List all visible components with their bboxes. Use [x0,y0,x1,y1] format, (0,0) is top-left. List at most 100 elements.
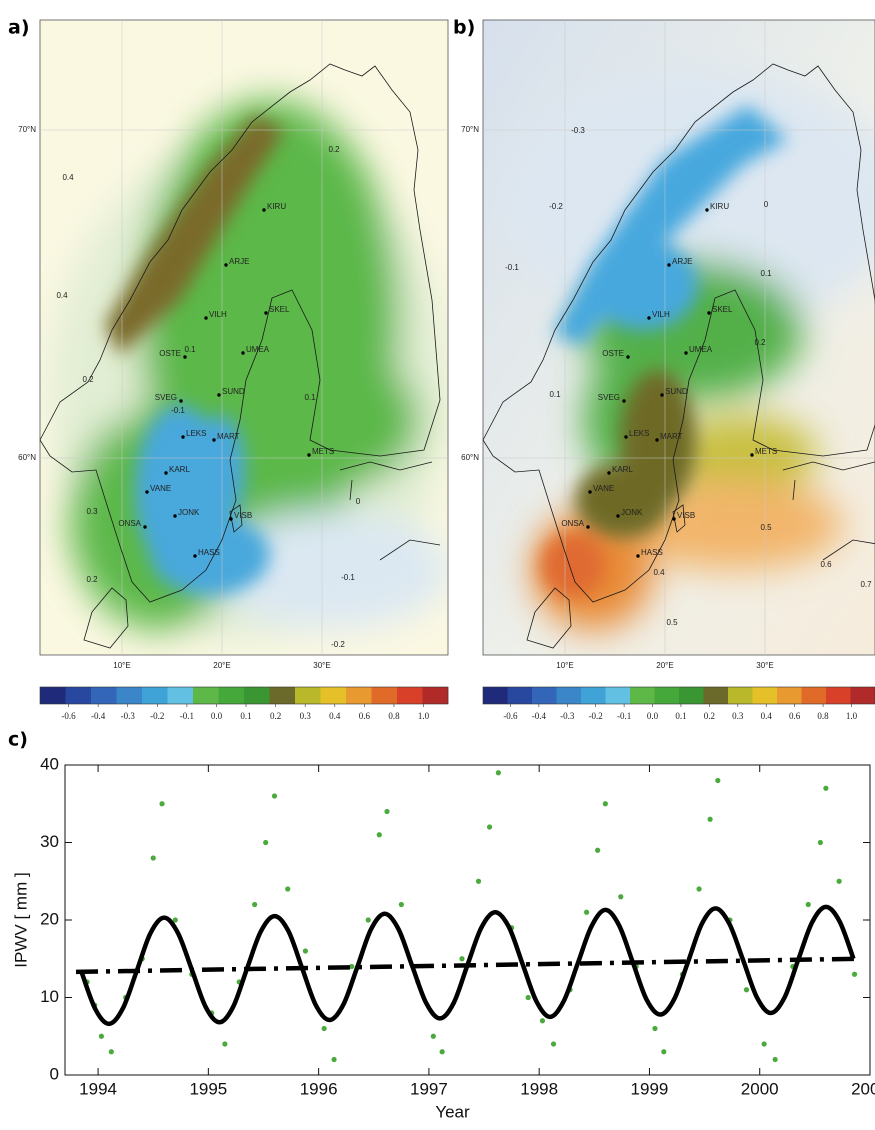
colorbar-frame [39,686,449,705]
colorbar-segment [850,687,875,704]
contour-label: 0.4 [62,173,74,182]
station-label: OSTE [159,349,181,358]
data-point [707,816,713,822]
colorbar-segment [630,687,655,704]
coastline [782,461,875,471]
x-tick-label: 1997 [410,1079,448,1098]
contour-label: 0.2 [328,145,340,154]
colorbar-segment [703,687,729,704]
contour-label: 0.7 [860,580,872,589]
colorbar-tick-label: -0.6 [503,711,518,721]
colorbar-tick-label: 0.0 [647,711,659,721]
data-point [430,1033,436,1039]
station-label: SVEG [155,393,177,402]
colorbar-segment [320,687,347,704]
y-tick-label: 10 [40,987,59,1006]
field [483,20,875,655]
station-label: VANE [150,484,171,493]
station-dot [212,438,216,442]
data-point [851,971,858,977]
station-label: VISB [677,511,695,520]
data-point [459,956,465,962]
y-axis-label: IPWV [ mm ] [11,872,30,967]
colorbar-tick-label: 0.6 [359,711,371,721]
station-dot [705,208,709,212]
colorbar-frame [482,686,875,705]
colorbar-tick-label: -0.6 [61,711,76,721]
station-label: KARL [169,465,190,474]
data-point [805,901,811,908]
data-point [302,948,308,954]
station-label: JONK [621,508,643,517]
contour-label: 0 [356,497,361,506]
colorbar-tick-label: 0.2 [704,711,715,721]
colorbar-tick-label: -0.4 [91,711,106,721]
station-label: UMEA [689,345,713,354]
panel-label: b) [453,17,475,39]
station-dot [229,517,233,521]
colorbar-tick-label: 0.1 [675,711,686,721]
station-label: LEKS [629,429,649,438]
colorbar-tick-label: 0.4 [329,711,341,721]
colorbar-segment [116,687,143,704]
colorbar-segment [483,687,508,704]
coastline [83,587,129,649]
colorbar-tick-label: -0.2 [589,711,603,721]
station-label: SVEG [598,393,620,402]
station-dot [262,208,266,212]
colorbar-tick-label: 1.0 [418,711,430,721]
contour-label: 0.5 [760,523,772,532]
colorbar-segment [605,687,631,704]
colorbar-tick-label: 0.6 [789,711,801,721]
data-point [836,878,842,884]
y-tick-label: 30 [40,832,59,851]
coastline [379,539,441,561]
station-label: VILH [652,310,670,319]
station-label: MART [660,432,683,441]
station-dot [622,399,626,403]
station-label: METS [312,447,334,456]
station-dot [636,554,640,558]
data-point [376,832,382,838]
contour-label: 0.5 [666,618,678,627]
contour-label: 0.2 [86,575,98,584]
map-panel: 70°N 60°N 10°E 20°E 30°E KIRU ARJE VILH SKEL OSTE… [461,19,875,670]
station-dot [173,514,177,518]
contour-label: -0.2 [549,202,563,211]
station-dot [181,435,185,439]
contour-label: 0.1 [549,390,561,399]
y-tick-label: 40 [40,754,59,773]
colorbar-tick-label: 1.0 [846,711,858,721]
lat-label: 70°N [461,125,479,134]
colorbar-segment [801,687,827,704]
station-dot [626,355,630,359]
data-point [743,987,750,993]
data-point [696,886,702,892]
lon-label: 20°E [213,661,230,670]
contour-label: 0.1 [304,393,316,402]
data-point [486,824,493,830]
colorbar-segment [295,687,321,704]
colorbar-tick-label: 0.3 [732,711,744,721]
station-label: HASS [198,548,220,557]
lat-label: 70°N [18,125,36,134]
station-dot [241,351,245,355]
data-point [823,785,829,791]
data-point [602,801,608,807]
colorbar-segment [40,687,66,704]
x-tick-label: 1996 [300,1079,338,1098]
station-dot [183,355,187,359]
data-point [550,1041,557,1047]
station-label: JONK [178,508,200,517]
station-dot [224,263,228,267]
contour-label: 0.6 [820,560,832,569]
contour-label: -0.1 [171,406,185,415]
data-point [98,1033,104,1039]
map-frame [482,19,875,656]
station-dot [707,311,711,315]
lon-label: 30°E [756,661,773,670]
data-point [652,1025,658,1032]
data-point [525,994,531,1001]
data-point [271,793,278,799]
